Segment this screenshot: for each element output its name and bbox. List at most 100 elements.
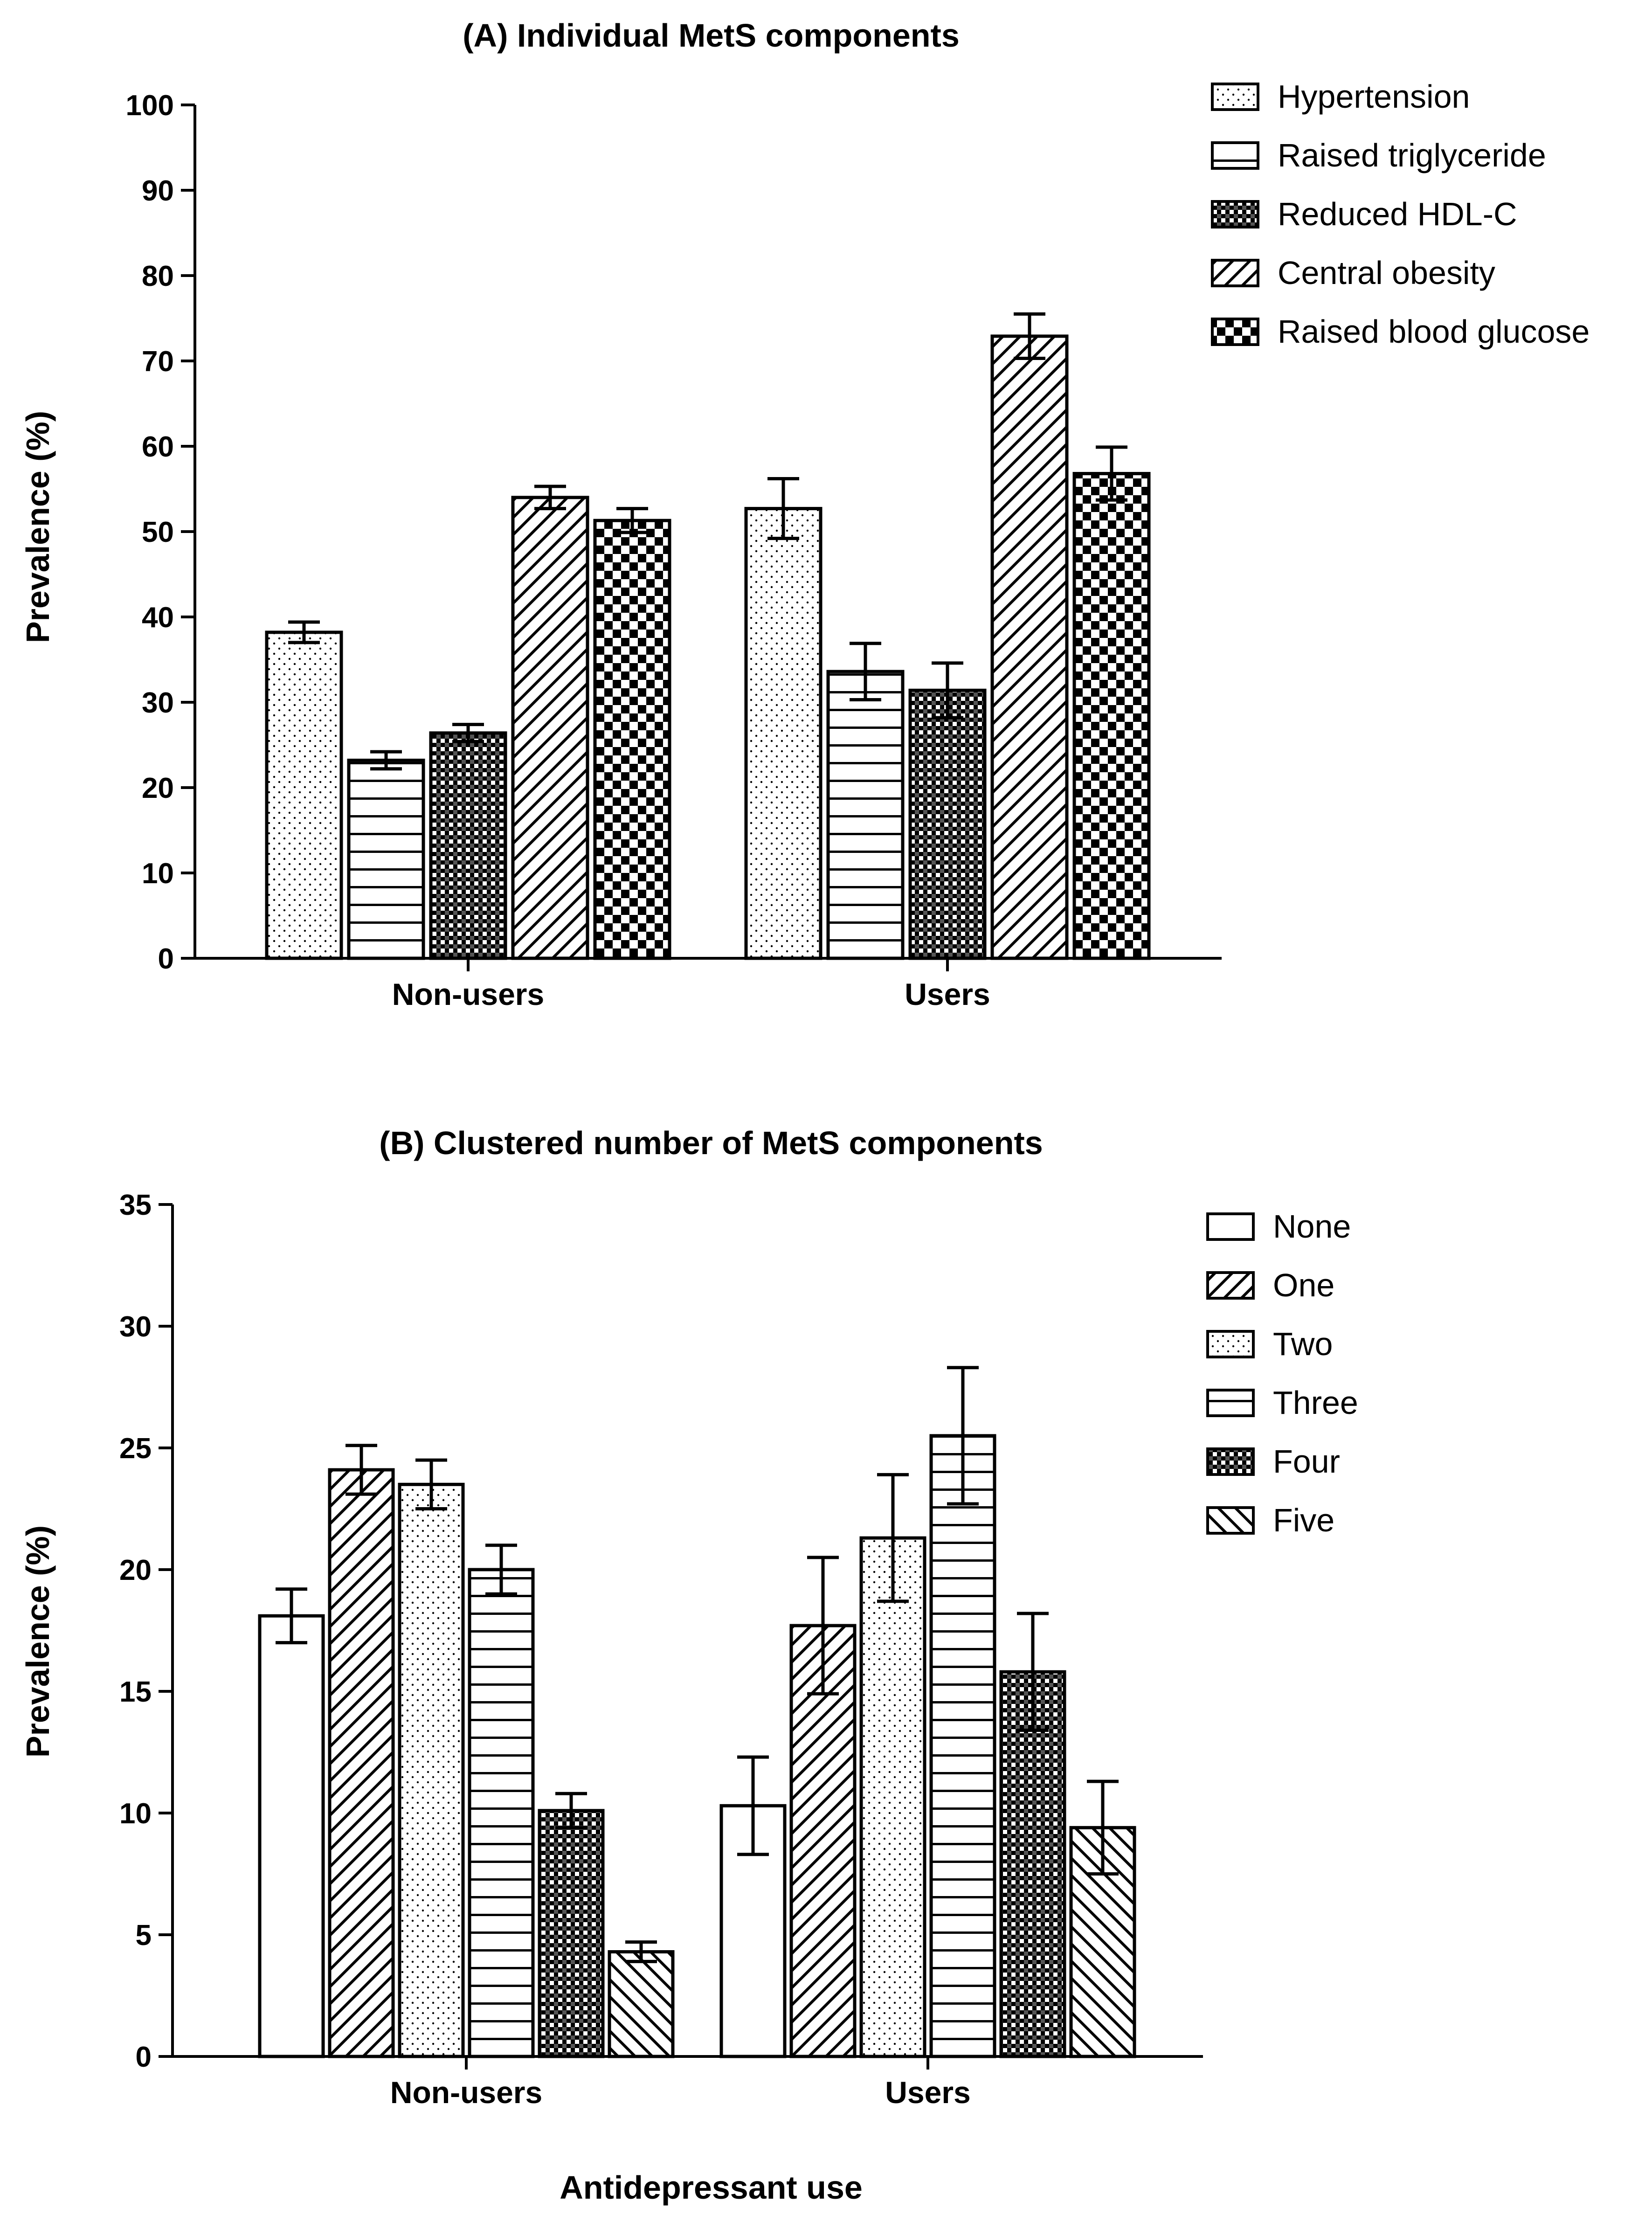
y-tick-label: 20: [142, 772, 174, 804]
legend-swatch: [1206, 1506, 1255, 1535]
y-tick-label: 100: [126, 90, 174, 122]
panel-b-plot: 0 5 10 15 20 25 30 35 Non-users Users: [119, 1189, 1203, 2110]
error-bar-two-non-users: [415, 1458, 447, 1510]
panel-a-title: (A) Individual MetS components: [463, 17, 960, 54]
error-bar-two-users: [877, 1473, 909, 1603]
error-bar-none-users: [737, 1755, 769, 1856]
panel-b-title: (B) Clustered number of MetS components: [379, 1125, 1043, 1161]
bar-four-users: [999, 1670, 1066, 2058]
error-bar-none-non-users: [276, 1587, 307, 1645]
legend-swatch: [1211, 83, 1259, 111]
y-tick-label: 10: [119, 1798, 152, 1830]
x-category-label: Non-users: [390, 2075, 542, 2110]
legend-item-hypertension: Hypertension: [1211, 78, 1470, 115]
legend-item-one: One: [1206, 1267, 1334, 1303]
legend-item-raised-triglyceride: Raised triglyceride: [1211, 137, 1546, 173]
legend-label: Five: [1273, 1502, 1334, 1538]
bar-central-obesity-non-users: [511, 496, 589, 960]
y-tick-label: 80: [142, 260, 174, 292]
error-bar-reduced-hdl-c-users: [932, 661, 963, 720]
legend-label: Reduced HDL-C: [1278, 196, 1517, 232]
panel-b: (B) Clustered number of MetS components …: [20, 1125, 1358, 2206]
bar-one-users: [789, 1624, 857, 2058]
legend-swatch: [1206, 1447, 1255, 1476]
legend-item-raised-blood-glucose: Raised blood glucose: [1211, 313, 1590, 350]
y-tick-label: 30: [142, 687, 174, 719]
legend-swatch: [1206, 1271, 1255, 1300]
error-bar-raised-triglyceride-non-users: [370, 750, 402, 771]
bar-two-users: [859, 1536, 926, 2058]
bar-two-non-users: [398, 1482, 465, 2058]
y-tick-label: 60: [142, 431, 174, 463]
bar-hypertension-non-users: [265, 630, 343, 960]
bar-three-non-users: [468, 1568, 535, 2058]
y-tick-label: 40: [142, 602, 174, 634]
error-bar-raised-triglyceride-users: [850, 642, 881, 702]
legend-swatch: [1211, 141, 1259, 170]
error-bar-four-non-users: [555, 1792, 587, 1829]
error-bar-five-non-users: [625, 1940, 657, 1963]
y-tick-label: 70: [142, 346, 174, 378]
legend-swatch: [1211, 200, 1259, 228]
bar-none-non-users: [258, 1614, 325, 2058]
legend-swatch: [1206, 1389, 1255, 1417]
y-tick-label: 5: [136, 1919, 152, 1952]
bar-three-users: [929, 1434, 996, 2058]
panel-a-y-axis-label: Prevalence (%): [20, 411, 56, 643]
bar-hypertension-users: [744, 507, 823, 960]
legend-label: Raised triglyceride: [1278, 137, 1546, 173]
legend-label: Raised blood glucose: [1278, 313, 1590, 350]
error-bar-four-users: [1017, 1612, 1049, 1732]
error-bar-three-users: [947, 1366, 979, 1506]
legend-swatch: [1206, 1212, 1255, 1241]
error-bar-reduced-hdl-c-non-users: [452, 723, 484, 743]
legend-label: Hypertension: [1278, 78, 1470, 115]
y-tick-label: 35: [119, 1189, 152, 1221]
y-tick-label: 50: [142, 516, 174, 548]
legend-item-four: Four: [1206, 1443, 1340, 1480]
legend-item-two: Two: [1206, 1326, 1333, 1362]
error-bar-hypertension-non-users: [288, 620, 320, 644]
error-bar-one-non-users: [346, 1444, 377, 1496]
legend-label: Four: [1273, 1443, 1340, 1480]
x-category-label: Non-users: [392, 977, 544, 1011]
y-tick-label: 10: [142, 858, 174, 890]
error-bar-central-obesity-users: [1014, 312, 1045, 360]
legend-swatch: [1211, 318, 1259, 346]
legend-item-three: Three: [1206, 1384, 1358, 1421]
y-tick-label: 0: [158, 943, 174, 975]
error-bar-hypertension-users: [767, 477, 799, 540]
y-tick-label: 0: [136, 2041, 152, 2073]
legend-swatch: [1206, 1330, 1255, 1358]
panel-b-x-axis-label: Antidepressant use: [560, 2169, 863, 2206]
bar-raised-triglyceride-users: [826, 670, 905, 960]
error-bar-raised-blood-glucose-non-users: [616, 507, 648, 534]
bar-raised-blood-glucose-non-users: [593, 519, 671, 960]
legend-swatch: [1211, 259, 1259, 287]
legend-item-reduced-hdl-c: Reduced HDL-C: [1211, 196, 1517, 232]
x-category-label: Users: [885, 2075, 970, 2110]
legend-label: Central obesity: [1278, 255, 1495, 291]
legend-item-none: None: [1206, 1208, 1351, 1245]
y-tick-label: 20: [119, 1554, 152, 1586]
y-tick-label: 25: [119, 1433, 152, 1465]
bar-five-non-users: [608, 1950, 675, 2058]
bar-reduced-hdl-c-non-users: [429, 731, 507, 960]
legend-label: None: [1273, 1208, 1351, 1245]
bar-central-obesity-users: [990, 334, 1069, 960]
legend-label: Two: [1273, 1326, 1333, 1362]
bar-one-non-users: [328, 1468, 395, 2058]
legend-item-central-obesity: Central obesity: [1211, 255, 1495, 291]
bar-four-non-users: [538, 1809, 605, 2058]
legend-item-five: Five: [1206, 1502, 1334, 1538]
legend-label: One: [1273, 1267, 1334, 1303]
x-category-label: Users: [905, 977, 990, 1011]
bar-raised-blood-glucose-users: [1072, 472, 1151, 960]
panel-a: (A) Individual MetS components Prevalenc…: [20, 17, 1590, 1011]
legend-label: Three: [1273, 1384, 1358, 1421]
error-bar-five-users: [1087, 1779, 1119, 1876]
y-tick-label: 15: [119, 1676, 152, 1708]
error-bar-raised-blood-glucose-users: [1096, 445, 1127, 502]
